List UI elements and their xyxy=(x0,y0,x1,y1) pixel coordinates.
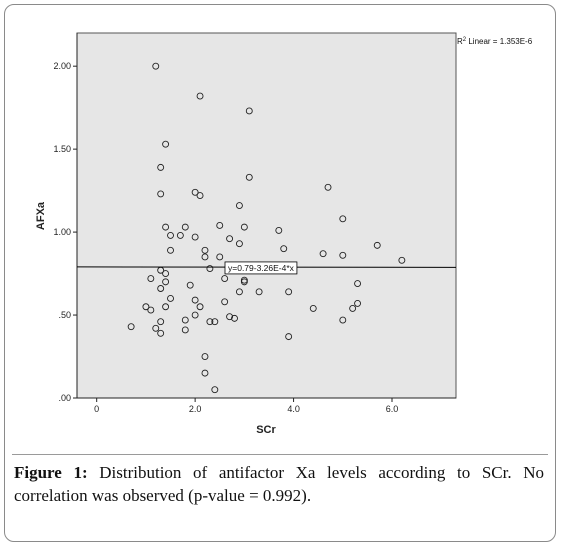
fit-equation-box xyxy=(224,261,298,275)
data-point xyxy=(157,329,165,337)
data-point xyxy=(231,314,238,322)
x-tick-label: 2.0 xyxy=(189,404,202,414)
data-point xyxy=(373,241,381,249)
data-point xyxy=(147,275,155,282)
data-point xyxy=(157,318,165,326)
data-point xyxy=(152,62,160,70)
data-point xyxy=(201,353,209,360)
x-axis-title: SCr xyxy=(256,424,276,436)
data-point xyxy=(162,270,170,278)
data-point xyxy=(398,256,406,264)
data-point xyxy=(235,202,243,209)
data-point xyxy=(157,163,165,171)
data-point xyxy=(245,173,253,181)
data-point xyxy=(181,316,189,324)
data-point xyxy=(226,235,234,243)
scatter-chart: 0 2.0 4.0 6.0 .00 .50 1.00 1.50 2.00 y=0.79-3.26… xyxy=(35,32,533,436)
data-point xyxy=(309,304,317,312)
y-tick-label: 1.50 xyxy=(53,144,71,154)
x-tick-label: 4.0 xyxy=(287,404,300,414)
data-point xyxy=(152,324,160,332)
data-point xyxy=(162,223,170,231)
data-point xyxy=(211,386,219,394)
data-point xyxy=(216,222,224,229)
x-tick-label: 6.0 xyxy=(386,404,399,414)
data-point xyxy=(196,192,204,200)
data-point xyxy=(235,288,243,296)
data-point xyxy=(201,253,209,261)
data-point xyxy=(196,303,204,311)
y-tick-label: 1.00 xyxy=(53,227,71,237)
data-point xyxy=(211,318,219,326)
data-point xyxy=(235,240,243,248)
data-point xyxy=(181,223,189,231)
data-point xyxy=(167,231,174,239)
data-point xyxy=(285,288,293,296)
data-point xyxy=(167,246,174,254)
data-point xyxy=(275,226,283,234)
data-point xyxy=(191,311,199,319)
data-point xyxy=(339,251,347,259)
data-point xyxy=(280,245,288,253)
data-point xyxy=(240,278,248,286)
data-point xyxy=(191,233,199,241)
data-point xyxy=(186,281,194,289)
data-points xyxy=(127,62,406,394)
plot-area xyxy=(76,32,457,399)
data-point xyxy=(354,280,362,287)
data-point xyxy=(196,92,204,100)
data-point xyxy=(191,188,199,196)
data-point xyxy=(221,275,229,282)
data-point xyxy=(157,190,165,198)
caption-text: Distribution of antifactor Xa levels acc… xyxy=(14,463,544,505)
data-point xyxy=(339,316,347,324)
data-point xyxy=(285,333,293,341)
data-point xyxy=(142,303,150,311)
data-point xyxy=(162,278,170,286)
figure-label: Figure 1: xyxy=(14,463,88,482)
y-tick-label: 2.00 xyxy=(53,61,71,71)
data-point xyxy=(319,250,327,258)
data-point xyxy=(339,215,347,223)
caption-divider xyxy=(12,454,548,455)
data-point xyxy=(206,318,214,326)
r2-label: R2 Linear = 1.353E-6 xyxy=(457,37,533,46)
figure-caption: Figure 1: Distribution of antifactor Xa … xyxy=(14,461,544,507)
y-tick-label: .50 xyxy=(58,310,71,320)
data-point xyxy=(324,183,332,191)
data-point xyxy=(201,246,209,254)
fit-equation-label: y=0.79-3.26E-4*x xyxy=(228,263,295,273)
data-point xyxy=(221,298,229,306)
data-point xyxy=(255,288,263,296)
data-point xyxy=(167,295,174,302)
data-point xyxy=(216,253,224,261)
data-point xyxy=(245,107,253,115)
data-point xyxy=(240,223,248,231)
data-point xyxy=(191,296,199,304)
data-point xyxy=(206,265,214,273)
y-axis-title: AFXa xyxy=(35,201,47,230)
data-point xyxy=(226,313,234,321)
data-point xyxy=(354,299,362,307)
data-point xyxy=(162,303,170,311)
data-point xyxy=(127,323,135,331)
data-point xyxy=(147,306,155,314)
y-tick-label: .00 xyxy=(58,393,71,403)
data-point xyxy=(176,231,184,239)
data-point xyxy=(162,140,170,148)
data-point xyxy=(181,326,189,334)
data-point xyxy=(349,304,357,312)
x-tick-label: 0 xyxy=(94,404,99,414)
data-point xyxy=(201,369,209,377)
data-point xyxy=(157,285,165,292)
axis-ticks: 0 2.0 4.0 6.0 .00 .50 1.00 1.50 2.00 xyxy=(53,61,398,414)
